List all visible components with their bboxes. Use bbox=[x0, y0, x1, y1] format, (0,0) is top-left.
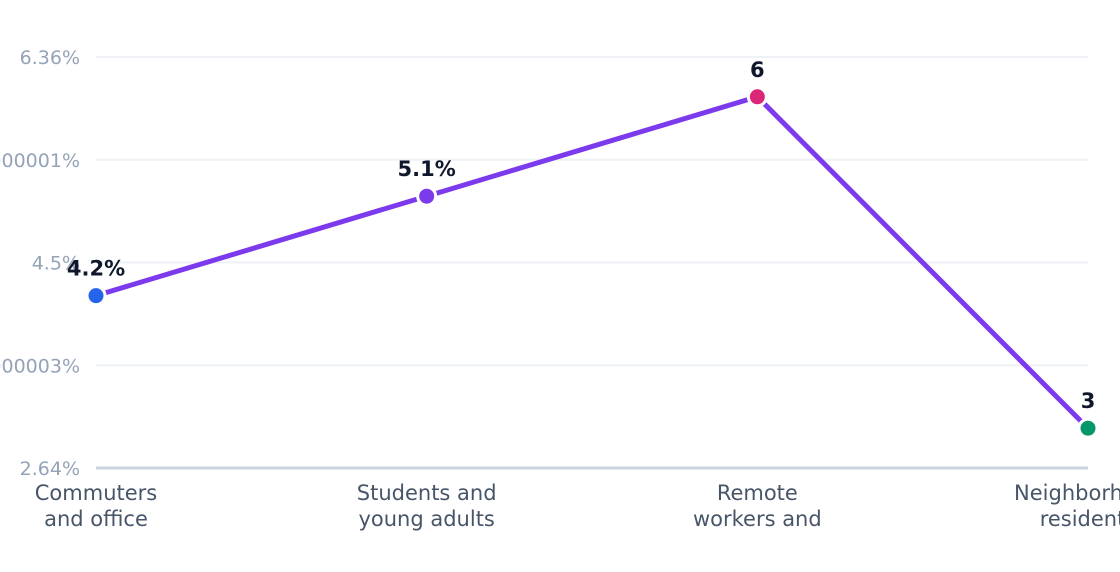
x-tick-label: Remote workers and bbox=[693, 481, 822, 531]
grid-layer bbox=[96, 56, 1088, 470]
x-axis-labels: Commuters and office Students and young adu… bbox=[35, 481, 1120, 531]
x-tick-label: Commuters and office bbox=[35, 481, 157, 531]
series-line bbox=[93, 94, 1091, 431]
x-tick-label: Students and young adults bbox=[357, 481, 497, 531]
data-point bbox=[416, 185, 438, 207]
data-label: 5.1% bbox=[398, 157, 456, 181]
y-tick-label: 2.64% bbox=[20, 458, 80, 480]
series-layer: 4.2% 5.1% 6 3 bbox=[67, 58, 1099, 439]
data-point bbox=[746, 86, 768, 108]
data-label: 3 bbox=[1081, 389, 1096, 413]
y-tick-label: 3.570000000000003% bbox=[0, 355, 80, 377]
y-tick-label: 4.5% bbox=[32, 253, 80, 275]
y-tick-label: 6.36% bbox=[20, 47, 80, 69]
data-point bbox=[1077, 417, 1099, 439]
y-axis-ticks: 2.64% 3.570000000000003% 4.5% 5.43000000000… bbox=[0, 47, 80, 480]
data-point bbox=[85, 285, 107, 307]
x-tick-label: Neighborhoodresidents bbox=[1014, 481, 1120, 531]
y-tick-label: 5.430000000000001% bbox=[0, 150, 80, 172]
data-label: 6 bbox=[750, 58, 765, 82]
data-label: 4.2% bbox=[67, 257, 125, 281]
